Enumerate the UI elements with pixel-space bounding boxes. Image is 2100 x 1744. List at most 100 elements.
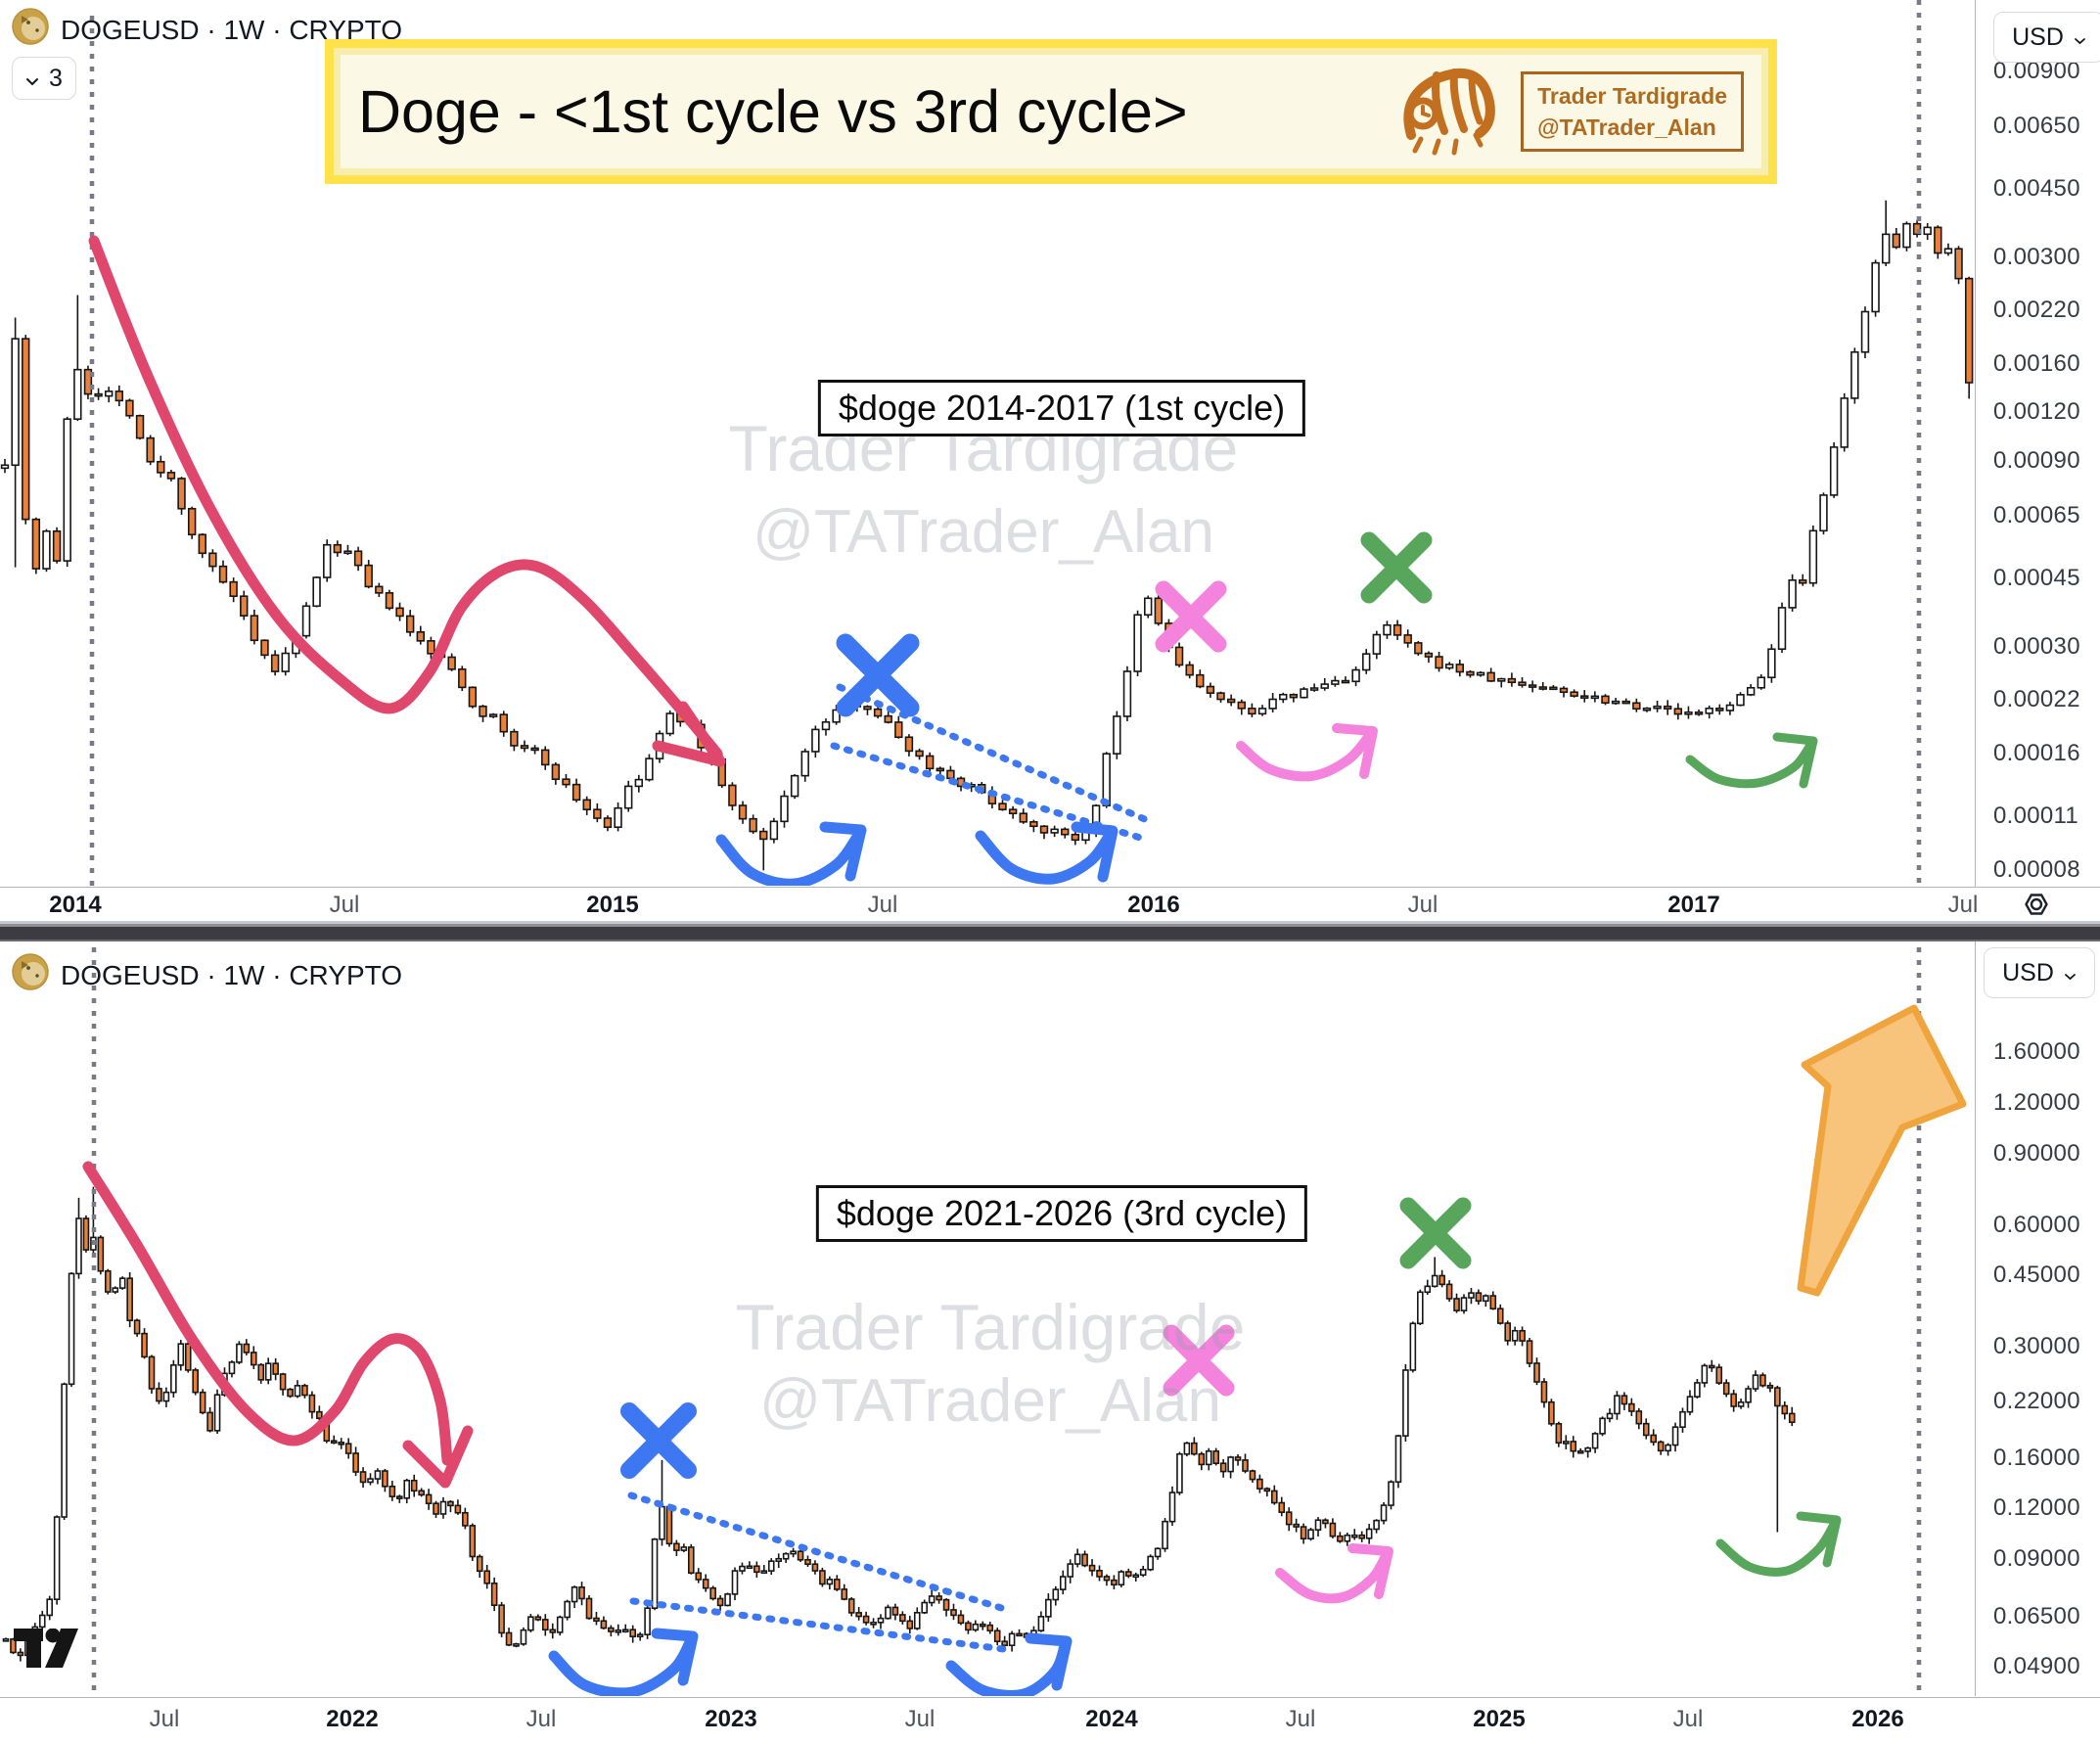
currency-button-top[interactable]: USD — [1993, 12, 2100, 63]
credit-handle: @TATrader_Alan — [1537, 115, 1716, 140]
dotted-trendline — [836, 683, 1151, 824]
price-tick: 0.45000 — [1993, 1262, 2080, 1289]
credit-name: Trader Tardigrade — [1537, 82, 1727, 109]
chevron-down-icon — [25, 65, 39, 93]
price-tick: 0.00450 — [1993, 174, 2080, 202]
doge-coin-icon — [12, 8, 49, 52]
price-axis-top[interactable]: USD 0.00900 0.00650 0.00450 0.00300 0.00220 0… — [1975, 0, 2100, 922]
pink-curved-arrow — [1275, 1543, 1393, 1604]
price-tick: 0.00016 — [1993, 739, 2080, 766]
price-tick: 0.00300 — [1993, 243, 2080, 270]
price-tick: 1.20000 — [1993, 1088, 2080, 1116]
title-banner: Doge - <1st cycle vs 3rd cycle> Trader T — [325, 39, 1777, 184]
annotations — [82, 947, 1967, 1696]
tardigrade-logo-icon — [1393, 63, 1495, 161]
big-up-arrow — [1797, 1004, 1967, 1297]
pink-x-mark — [1163, 1324, 1235, 1397]
gear-icon[interactable] — [2018, 889, 2055, 925]
price-tick: 0.90000 — [1993, 1139, 2080, 1167]
green-curved-arrow — [1715, 1511, 1842, 1577]
symbol-title: DOGEUSD · 1W · CRYPTO — [61, 959, 403, 990]
time-tick: Jul — [1407, 892, 1438, 918]
pink-x-mark — [1155, 580, 1227, 653]
cycle-label-3: $doge 2021-2026 (3rd cycle) — [815, 1185, 1308, 1242]
chart-watermark-handle: @TATrader_Alan — [753, 498, 1214, 566]
time-tick: Jul — [1672, 1706, 1704, 1732]
time-tick: Jul — [329, 892, 360, 918]
blue-x-mark — [620, 1402, 697, 1479]
cycle-label-1: $doge 2014-2017 (1st cycle) — [817, 380, 1306, 436]
time-axis-top[interactable]: 2014 Jul 2015 Jul 2016 Jul 2017 Jul — [0, 887, 2100, 922]
crimson-curved-arrow — [88, 235, 726, 767]
blue-curved-arrow — [975, 821, 1118, 885]
time-tick: Jul — [149, 1706, 180, 1732]
time-tick: 2015 — [586, 892, 639, 918]
green-curved-arrow — [1685, 732, 1818, 789]
time-tick: 2022 — [326, 1706, 379, 1732]
indicator-count: 3 — [49, 64, 63, 92]
price-pane-bottom[interactable] — [0, 941, 1975, 1696]
price-pane-top[interactable] — [0, 0, 1975, 886]
time-tick: Jul — [1285, 1706, 1316, 1732]
price-tick: 0.00065 — [1993, 502, 2080, 529]
time-tick: 2023 — [705, 1706, 757, 1732]
time-tick: 2017 — [1667, 892, 1720, 918]
chevron-down-icon — [2074, 23, 2086, 52]
chart-watermark: Trader Tardigrade — [735, 1291, 1246, 1363]
price-tick: 0.00160 — [1993, 349, 2080, 377]
price-tick: 0.00120 — [1993, 398, 2080, 426]
price-tick: 0.00045 — [1993, 564, 2080, 591]
panel-separator[interactable] — [0, 921, 2100, 941]
price-tick: 1.60000 — [1993, 1038, 2080, 1065]
doge-coin-icon — [12, 953, 49, 997]
price-tick: 0.00011 — [1993, 803, 2079, 830]
time-tick: 2026 — [1851, 1706, 1904, 1732]
annotations — [88, 0, 1922, 886]
time-tick: Jul — [904, 1706, 936, 1732]
blue-curved-arrow — [548, 1628, 699, 1696]
candles — [2, 1186, 1796, 1662]
currency-button-bottom[interactable]: USD — [1984, 947, 2095, 998]
time-axis-bottom[interactable]: Jul 2022 Jul 2023 Jul 2024 Jul 2025 Jul 2026 — [0, 1697, 2100, 1744]
blue-x-mark — [836, 633, 920, 717]
dotted-trendline — [627, 1492, 1012, 1614]
price-tick: 0.00030 — [1993, 632, 2080, 660]
price-tick: 0.30000 — [1993, 1333, 2080, 1360]
price-tick: 0.60000 — [1993, 1211, 2080, 1238]
crimson-curved-arrow — [82, 1161, 474, 1489]
dotted-trendline — [629, 1597, 1015, 1654]
price-tick: 0.00220 — [1993, 296, 2080, 323]
price-tick: 0.04900 — [1993, 1652, 2080, 1679]
green-x-mark — [1360, 531, 1433, 604]
price-tick: 0.09000 — [1993, 1545, 2080, 1573]
blue-curved-arrow — [715, 821, 867, 886]
currency-label: USD — [2002, 958, 2054, 987]
price-tick: 0.00090 — [1993, 447, 2080, 474]
price-tick: 0.00008 — [1993, 856, 2080, 884]
time-tick: 2024 — [1085, 1706, 1138, 1732]
banner-title: Doge - <1st cycle vs 3rd cycle> — [358, 78, 1188, 145]
time-tick: Jul — [867, 892, 898, 918]
time-tick: Jul — [525, 1706, 557, 1732]
blue-curved-arrow — [945, 1632, 1073, 1696]
green-x-mark — [1399, 1197, 1472, 1269]
chart-watermark-handle: @TATrader_Alan — [759, 1367, 1221, 1435]
price-tick: 0.12000 — [1993, 1494, 2080, 1522]
time-tick: 2014 — [49, 892, 102, 918]
price-tick: 0.16000 — [1993, 1444, 2080, 1471]
currency-label: USD — [2012, 23, 2064, 51]
chevron-down-icon — [2064, 959, 2077, 987]
tradingview-logo[interactable] — [14, 1628, 78, 1675]
credit-box: Trader Tardigrade @TATrader_Alan — [1521, 70, 1744, 153]
price-tick: 0.22000 — [1993, 1388, 2080, 1415]
price-tick: 0.00650 — [1993, 113, 2080, 140]
price-tick: 0.06500 — [1993, 1602, 2080, 1629]
time-tick: 2025 — [1473, 1706, 1526, 1732]
price-axis-bottom[interactable]: USD 1.60000 1.20000 0.90000 0.60000 0.45000 0… — [1975, 941, 2100, 1696]
price-tick: 0.00022 — [1993, 685, 2080, 712]
time-tick: Jul — [1947, 892, 1979, 918]
time-tick: 2016 — [1127, 892, 1180, 918]
indicator-count-button[interactable]: 3 — [12, 57, 76, 100]
pink-curved-arrow — [1236, 723, 1378, 782]
